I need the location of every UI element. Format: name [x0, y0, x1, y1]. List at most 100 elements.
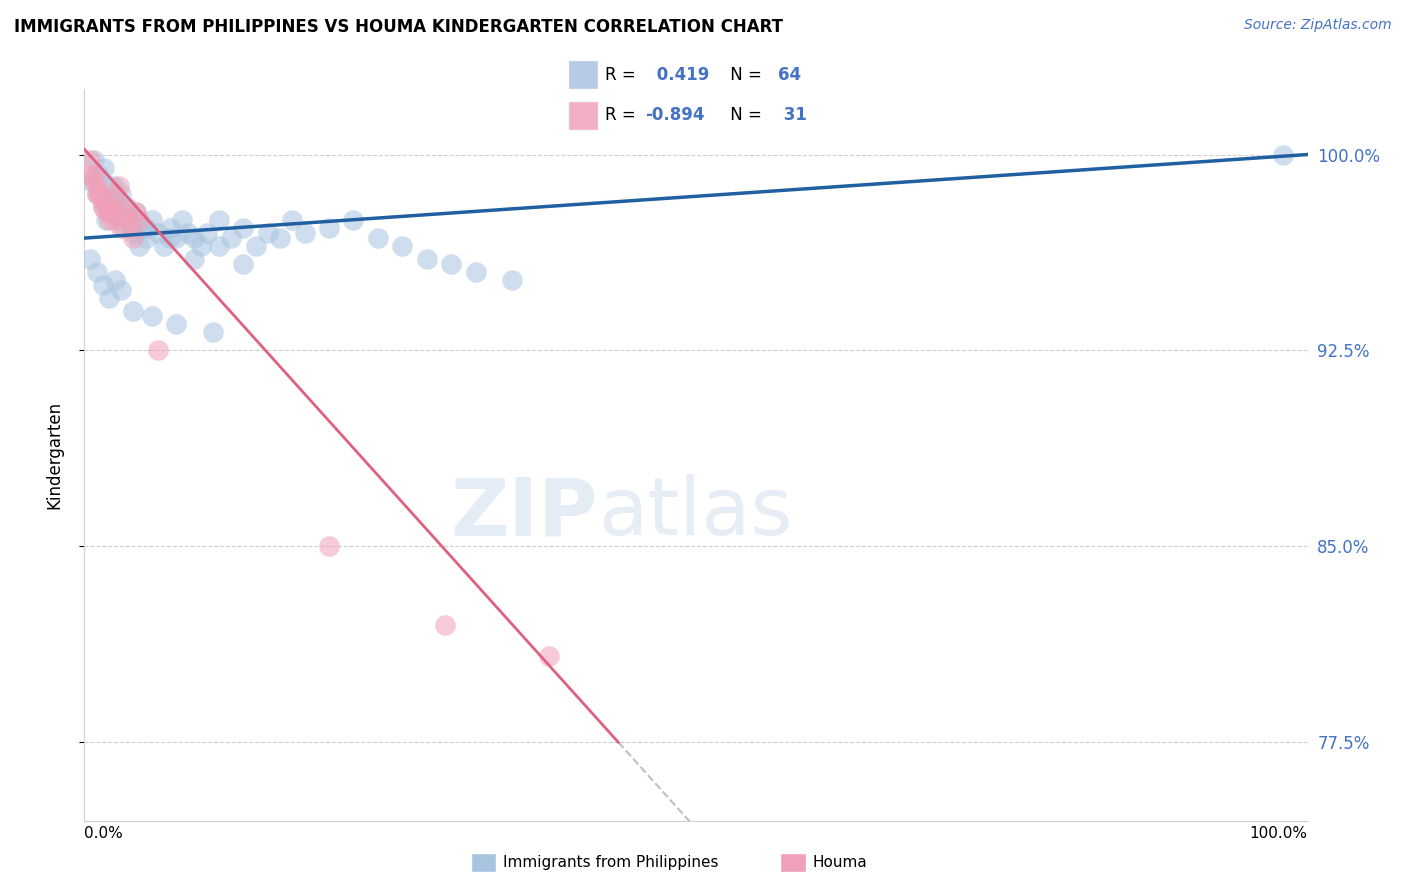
- Text: Houma: Houma: [813, 855, 868, 870]
- Point: [104, 194, 127, 209]
- Bar: [568, 61, 598, 89]
- Point: [318, 539, 340, 553]
- Point: [159, 231, 181, 245]
- Point: [110, 284, 132, 298]
- Point: [122, 304, 145, 318]
- Point: [110, 200, 132, 214]
- Point: [87, 169, 110, 183]
- Point: [232, 257, 254, 271]
- Text: R =: R =: [605, 106, 636, 124]
- Point: [97, 178, 120, 193]
- Text: R =: R =: [605, 66, 641, 84]
- Point: [318, 220, 340, 235]
- Point: [195, 226, 218, 240]
- Point: [269, 231, 291, 245]
- Point: [538, 648, 561, 663]
- Point: [135, 231, 157, 245]
- Point: [502, 273, 524, 287]
- Text: Source: ZipAtlas.com: Source: ZipAtlas.com: [1244, 18, 1392, 32]
- Point: [86, 178, 108, 193]
- Point: [91, 194, 114, 209]
- Point: [86, 186, 108, 201]
- Point: [115, 200, 138, 214]
- Point: [128, 239, 150, 253]
- Point: [97, 205, 120, 219]
- Point: [110, 220, 132, 235]
- Point: [391, 239, 413, 253]
- Text: IMMIGRANTS FROM PHILIPPINES VS HOUMA KINDERGARTEN CORRELATION CHART: IMMIGRANTS FROM PHILIPPINES VS HOUMA KIN…: [14, 18, 783, 36]
- Point: [208, 212, 231, 227]
- Text: -0.894: -0.894: [645, 106, 704, 124]
- Text: Immigrants from Philippines: Immigrants from Philippines: [503, 855, 718, 870]
- Point: [201, 325, 224, 339]
- Point: [104, 273, 127, 287]
- Point: [104, 212, 127, 227]
- Point: [294, 226, 316, 240]
- Point: [97, 291, 120, 305]
- Point: [91, 200, 114, 214]
- Point: [1272, 147, 1295, 161]
- Point: [128, 212, 150, 227]
- Point: [281, 212, 304, 227]
- Point: [100, 200, 122, 214]
- Point: [79, 169, 101, 183]
- Point: [115, 212, 138, 227]
- Point: [86, 265, 108, 279]
- Point: [183, 252, 205, 266]
- Point: [93, 161, 115, 175]
- Point: [120, 220, 142, 235]
- Point: [86, 186, 108, 201]
- Point: [440, 257, 463, 271]
- Point: [107, 178, 129, 193]
- Point: [177, 226, 200, 240]
- Point: [122, 231, 145, 245]
- Text: 0.0%: 0.0%: [84, 826, 124, 841]
- Point: [165, 231, 187, 245]
- Point: [79, 153, 101, 167]
- Y-axis label: Kindergarten: Kindergarten: [45, 401, 63, 509]
- Point: [342, 212, 364, 227]
- Point: [107, 210, 129, 224]
- Point: [208, 239, 231, 253]
- Point: [132, 220, 155, 235]
- Point: [83, 169, 105, 183]
- Point: [83, 153, 105, 167]
- Text: 0.419: 0.419: [651, 66, 710, 84]
- Point: [103, 178, 125, 193]
- Point: [434, 617, 457, 632]
- Point: [172, 212, 194, 227]
- Point: [100, 205, 122, 219]
- Point: [464, 265, 486, 279]
- Point: [183, 231, 205, 245]
- Point: [165, 318, 187, 332]
- Point: [91, 278, 114, 293]
- Point: [219, 231, 242, 245]
- Point: [112, 220, 135, 235]
- Point: [141, 310, 163, 324]
- Text: N =: N =: [725, 106, 762, 124]
- Point: [87, 186, 110, 201]
- Bar: [568, 101, 598, 130]
- Point: [79, 252, 101, 266]
- Point: [120, 212, 142, 227]
- Text: ZIP: ZIP: [451, 475, 598, 552]
- Point: [190, 239, 212, 253]
- Point: [96, 205, 118, 219]
- Point: [100, 205, 122, 219]
- Point: [97, 212, 120, 227]
- Text: 64: 64: [778, 66, 801, 84]
- Point: [367, 231, 389, 245]
- Point: [141, 212, 163, 227]
- Point: [87, 186, 110, 201]
- Point: [159, 220, 181, 235]
- Point: [416, 252, 439, 266]
- Point: [91, 200, 114, 214]
- Point: [79, 174, 101, 188]
- Point: [125, 205, 148, 219]
- Point: [104, 186, 127, 201]
- Point: [153, 239, 176, 253]
- Text: N =: N =: [725, 66, 762, 84]
- Point: [112, 205, 135, 219]
- Point: [146, 343, 169, 358]
- Point: [83, 174, 105, 188]
